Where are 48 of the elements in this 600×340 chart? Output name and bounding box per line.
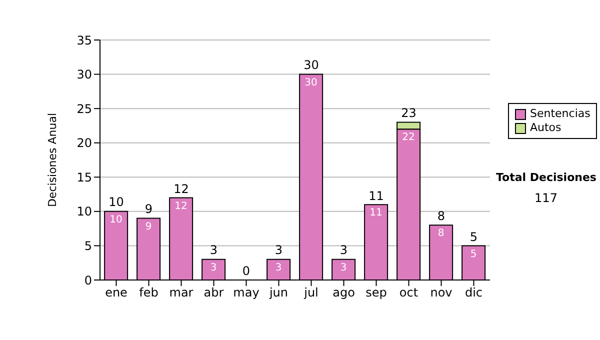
total-label: 3 <box>208 243 219 258</box>
y-tick-label: 20 <box>76 136 92 150</box>
y-tick-label: 35 <box>76 33 92 48</box>
data-label: 3 <box>275 262 282 274</box>
y-tick-label: 0 <box>84 273 92 288</box>
total-label: 9 <box>144 202 154 216</box>
total-label: 10 <box>108 195 125 210</box>
x-tick-label: mar <box>169 286 194 300</box>
total-label: 8 <box>436 209 446 224</box>
x-tick-label: jul <box>303 286 318 300</box>
y-tick-label: 30 <box>76 68 92 82</box>
total-label: 23 <box>400 106 418 120</box>
text: 117 <box>534 191 558 205</box>
total-label: 0 <box>241 264 252 278</box>
total-label: 12 <box>172 182 190 196</box>
legend-label: Autos <box>530 121 562 135</box>
y-tick-label: 15 <box>76 170 92 184</box>
data-label: 3 <box>340 262 347 274</box>
data-label: 30 <box>304 77 318 88</box>
x-tick-label: may <box>233 286 260 300</box>
total-label: 11 <box>368 188 385 203</box>
data-label: 3 <box>210 262 217 274</box>
total-label: 5 <box>468 230 479 244</box>
data-label: 5 <box>470 248 477 260</box>
x-tick-label: jun <box>268 286 288 300</box>
x-tick-label: ene <box>105 286 128 300</box>
data-label: 8 <box>438 228 444 240</box>
data-label: 12 <box>174 200 188 212</box>
data-label: 22 <box>402 132 415 144</box>
total-label: 3 <box>274 243 284 258</box>
y-axis-title: Decisiones Anual <box>46 112 59 208</box>
total-label: 3 <box>338 243 349 258</box>
total-label: 30 <box>302 58 320 72</box>
x-tick-label: nov <box>430 286 452 300</box>
y-tick-label: 5 <box>84 238 92 253</box>
text: Total Decisiones <box>496 171 596 184</box>
x-tick-label: abr <box>204 286 224 300</box>
x-tick-label: oct <box>399 286 418 300</box>
y-tick-label: 10 <box>76 204 92 219</box>
legend-label: Sentencias <box>530 107 590 121</box>
y-tick-label: 25 <box>76 102 92 116</box>
x-tick-label: ago <box>332 286 355 300</box>
x-tick-label: feb <box>139 286 158 300</box>
x-tick-label: dic <box>464 286 483 300</box>
data-label: 10 <box>110 214 122 226</box>
x-tick-label: sep <box>366 286 387 300</box>
data-label: 11 <box>370 208 382 219</box>
data-label: 9 <box>145 221 152 232</box>
